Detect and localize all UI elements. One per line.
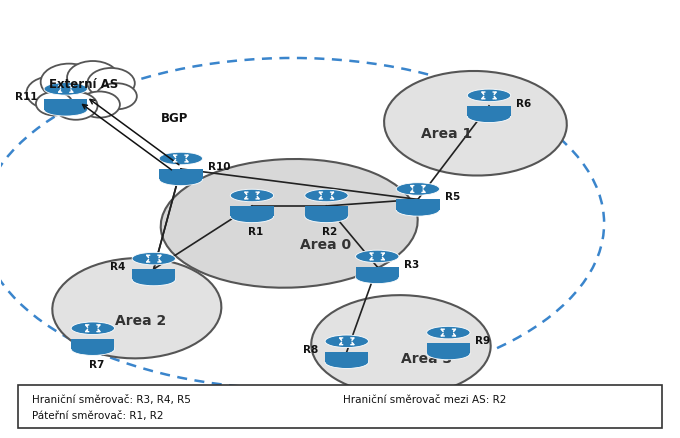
Ellipse shape — [71, 343, 114, 355]
Text: R3: R3 — [405, 260, 420, 270]
Ellipse shape — [467, 89, 511, 102]
Ellipse shape — [396, 204, 439, 216]
Circle shape — [88, 68, 135, 99]
Text: Area 1: Area 1 — [422, 127, 473, 141]
Text: R4: R4 — [110, 262, 125, 272]
Text: R9: R9 — [475, 336, 490, 346]
Text: R7: R7 — [88, 360, 104, 370]
Text: Area 3: Area 3 — [401, 352, 452, 366]
FancyBboxPatch shape — [71, 339, 114, 349]
Ellipse shape — [44, 83, 88, 95]
Circle shape — [54, 92, 97, 120]
Text: BGP: BGP — [160, 113, 188, 125]
FancyBboxPatch shape — [132, 269, 175, 279]
Text: R6: R6 — [516, 99, 531, 109]
Ellipse shape — [132, 252, 175, 265]
Ellipse shape — [159, 173, 203, 186]
Text: Autonomní systém: Autonomní systém — [212, 394, 373, 410]
Ellipse shape — [396, 183, 439, 195]
Text: R2: R2 — [322, 227, 337, 237]
Ellipse shape — [160, 159, 418, 288]
Circle shape — [36, 92, 73, 116]
Ellipse shape — [159, 152, 203, 165]
Ellipse shape — [325, 356, 369, 368]
Ellipse shape — [356, 271, 399, 283]
Text: Páteřní směrovač: R1, R2: Páteřní směrovač: R1, R2 — [32, 411, 163, 421]
Ellipse shape — [356, 250, 399, 263]
Ellipse shape — [325, 335, 369, 348]
Ellipse shape — [44, 103, 88, 116]
Circle shape — [80, 92, 120, 117]
FancyBboxPatch shape — [159, 169, 203, 180]
Ellipse shape — [467, 110, 511, 123]
FancyBboxPatch shape — [426, 343, 470, 353]
Ellipse shape — [305, 210, 348, 223]
Circle shape — [67, 61, 118, 94]
FancyBboxPatch shape — [467, 106, 511, 116]
Circle shape — [41, 64, 97, 100]
Ellipse shape — [231, 210, 273, 223]
Ellipse shape — [311, 295, 491, 395]
FancyBboxPatch shape — [44, 99, 88, 110]
Text: Area 2: Area 2 — [115, 314, 166, 328]
Text: R5: R5 — [445, 192, 460, 202]
Ellipse shape — [426, 347, 470, 360]
Ellipse shape — [52, 258, 222, 358]
Text: Hraniční směrovač mezi AS: R2: Hraniční směrovač mezi AS: R2 — [343, 395, 507, 405]
Ellipse shape — [132, 273, 175, 286]
Ellipse shape — [231, 189, 273, 202]
FancyBboxPatch shape — [325, 352, 369, 362]
Ellipse shape — [426, 326, 470, 339]
Circle shape — [27, 76, 78, 110]
FancyBboxPatch shape — [396, 199, 439, 210]
Text: R11: R11 — [15, 92, 37, 102]
FancyBboxPatch shape — [356, 267, 399, 277]
Ellipse shape — [384, 71, 567, 176]
Circle shape — [96, 83, 137, 110]
Text: R8: R8 — [303, 345, 318, 355]
Text: Externí AS: Externí AS — [50, 78, 118, 91]
Text: R1: R1 — [248, 227, 263, 237]
FancyBboxPatch shape — [231, 206, 273, 216]
FancyBboxPatch shape — [18, 385, 662, 428]
FancyBboxPatch shape — [305, 206, 348, 216]
Text: Hraniční směrovač: R3, R4, R5: Hraniční směrovač: R3, R4, R5 — [32, 395, 190, 405]
Ellipse shape — [71, 322, 114, 335]
Text: Area 0: Area 0 — [299, 238, 351, 252]
Text: R10: R10 — [208, 162, 231, 172]
Ellipse shape — [305, 189, 348, 202]
